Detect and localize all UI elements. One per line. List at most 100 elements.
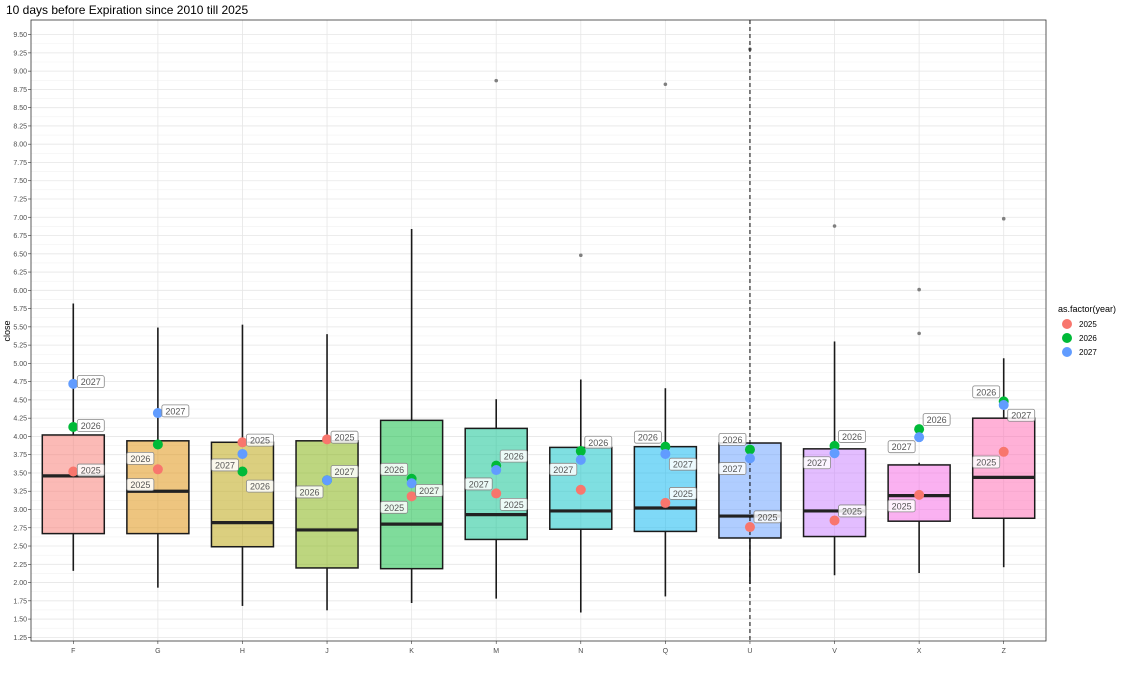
year-label-box [380, 500, 409, 514]
point-2026-X [914, 424, 925, 435]
y-axis-title: close [2, 320, 12, 341]
legend-key-2027 [1062, 347, 1072, 357]
year-label-2026: 2026 [633, 430, 662, 444]
year-label-box [922, 413, 951, 427]
legend-title: as.factor(year) [1058, 304, 1116, 314]
point-2027-H [237, 448, 248, 459]
year-label-2025: 2025 [246, 433, 274, 447]
point-2026-N [575, 446, 586, 457]
point-2027-V [829, 448, 840, 459]
year-label-box [838, 504, 866, 518]
y-tick-label: 4.25 [13, 416, 27, 423]
point-2025-U [744, 522, 755, 533]
y-tick-label: 5.50 [13, 324, 27, 331]
y-tick-label: 5.75 [13, 306, 27, 313]
year-label-2025: 2025 [380, 500, 409, 514]
y-tick-label: 3.00 [13, 507, 27, 514]
year-label-text: 2027 [469, 479, 489, 489]
outlier-point [1001, 216, 1006, 221]
year-label-box [330, 465, 359, 478]
y-axis-ticks: 1.25 1.50 1.75 2.00 2.25 2.50 2.75 3.00 3.25 3.50… [13, 32, 31, 642]
year-label-text: 2027 [553, 465, 573, 475]
year-label-box [415, 484, 444, 497]
year-label-box [718, 462, 747, 475]
x-tick-label: F [71, 648, 75, 655]
year-label-box [803, 456, 831, 470]
year-label-2027: 2027 [803, 456, 831, 470]
year-labels-layer: 2027 2026 2025 2027 2026 2025 2025 2027 2026 2025… [76, 375, 1036, 524]
point-2025-G [152, 464, 163, 475]
y-tick-label: 1.25 [13, 635, 27, 642]
y-tick-label: 8.75 [13, 87, 27, 94]
year-label-box [126, 478, 155, 492]
year-label-2027: 2027 [887, 440, 916, 454]
year-label-box [1007, 408, 1036, 422]
y-tick-label: 5.25 [13, 343, 27, 350]
outlier-point [578, 253, 583, 258]
point-2026-G [152, 439, 163, 450]
year-label-box [499, 497, 528, 511]
point-2025-J [322, 434, 333, 445]
year-label-2025: 2025 [972, 455, 1001, 469]
point-2027-U [744, 453, 755, 464]
y-tick-label: 6.50 [13, 251, 27, 258]
year-label-box [76, 463, 105, 477]
year-label-2027: 2027 [1007, 408, 1036, 422]
x-tick-label: J [325, 648, 329, 655]
y-tick-label: 9.25 [13, 50, 27, 57]
year-label-2025: 2025 [887, 499, 916, 513]
year-label-text: 2027 [1011, 411, 1031, 421]
year-label-box [887, 440, 916, 454]
point-2025-V [829, 515, 840, 526]
year-label-text: 2025 [842, 506, 862, 516]
legend-label-2026: 2026 [1079, 334, 1097, 343]
x-tick-label: Q [663, 648, 669, 655]
y-tick-label: 8.00 [13, 142, 27, 149]
year-label-2027: 2027 [76, 375, 105, 389]
y-tick-label: 9.00 [13, 69, 27, 76]
x-tick-label: X [917, 648, 922, 655]
year-label-box [246, 433, 274, 447]
year-label-text: 2025 [384, 503, 404, 513]
y-tick-label: 4.75 [13, 379, 27, 386]
year-label-text: 2027 [165, 406, 185, 416]
year-label-2026: 2026 [126, 451, 155, 465]
y-tick-label: 3.50 [13, 470, 27, 477]
year-label-2027: 2027 [549, 462, 578, 476]
year-label-text: 2025 [81, 466, 101, 476]
point-2026-H [237, 466, 248, 477]
y-tick-label: 5.00 [13, 361, 27, 368]
year-label-text: 2026 [588, 438, 608, 448]
year-label-text: 2026 [300, 487, 320, 497]
year-label-box [499, 449, 528, 463]
year-label-box [464, 477, 493, 491]
outlier-point [832, 224, 837, 228]
year-label-box [668, 457, 697, 471]
year-label-text: 2026 [722, 435, 742, 445]
year-label-text: 2025 [335, 433, 355, 443]
point-2027-Q [660, 448, 671, 459]
year-label-box [972, 455, 1001, 469]
point-2025-Q [660, 497, 671, 508]
year-label-2026: 2026 [972, 385, 1001, 399]
year-label-box [246, 479, 274, 493]
legend-label-2025: 2025 [1079, 320, 1097, 329]
box-K [379, 228, 444, 604]
year-label-box [211, 458, 239, 472]
y-tick-label: 1.75 [13, 598, 27, 605]
year-label-box [330, 430, 359, 444]
year-label-2027: 2027 [415, 484, 444, 497]
year-label-text: 2027 [215, 460, 235, 470]
year-label-box [76, 375, 105, 389]
point-2027-Z [998, 400, 1009, 411]
year-label-text: 2026 [638, 433, 658, 443]
year-label-2027: 2027 [718, 462, 747, 475]
x-tick-label: N [578, 648, 583, 655]
y-tick-label: 2.25 [13, 562, 27, 569]
year-label-box [380, 462, 409, 476]
year-label-box [972, 385, 1001, 399]
year-label-box [753, 510, 782, 524]
y-tick-label: 4.50 [13, 397, 27, 404]
